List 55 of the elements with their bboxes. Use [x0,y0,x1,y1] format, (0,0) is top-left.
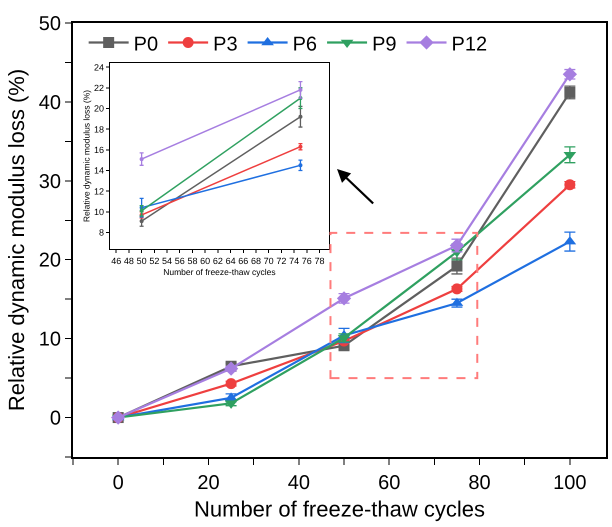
legend-label: P6 [292,33,318,56]
y-tick-label: 30 [38,170,61,193]
x-axis-title: Number of freeze-thaw cycles [194,496,485,522]
x-tick-label: 100 [553,472,587,494]
x-tick-label: 60 [200,256,210,266]
x-tick-label: 78 [314,256,325,266]
y-tick-label: 24 [94,62,104,72]
y-axis-title: Relative dynamic modulus loss (%) [82,90,92,222]
x-tick-label: 72 [276,256,286,266]
y-axis-title: Relative dynamic modulus loss (%) [4,68,30,412]
x-tick-label: 54 [162,256,172,266]
x-tick-label: 52 [149,256,160,266]
legend-label: P3 [213,33,238,56]
x-tick-label: 58 [187,256,198,266]
x-tick-label: 64 [226,256,236,266]
x-tick-label: 50 [136,256,147,266]
x-tick-label: 60 [378,472,400,494]
x-tick-label: 70 [264,256,274,266]
legend-label: P12 [452,33,488,56]
point [298,114,302,119]
x-tick-label: 40 [288,472,310,494]
x-tick-label: 46 [111,256,122,266]
y-tick-label: 40 [38,92,61,114]
legend-label: P9 [372,33,397,56]
y-tick-label: 18 [94,124,104,134]
y-tick-label: 22 [94,82,104,93]
y-tick-label: 20 [94,104,104,114]
y-tick-label: 0 [50,408,61,430]
x-tick-label: 48 [124,256,134,266]
point [224,361,238,376]
y-tick-label: 8 [99,228,104,238]
x-tick-label: 80 [468,472,491,494]
x-tick-label: 74 [289,256,300,266]
point [451,283,462,294]
point [140,219,144,224]
x-tick-label: 0 [112,472,124,494]
x-tick-label: 56 [174,256,185,266]
y-tick-label: 10 [94,206,104,217]
x-tick-label: 20 [197,472,220,494]
point [226,378,237,390]
x-axis-title: Number of freeze-thaw cycles [163,267,276,278]
point [140,208,144,213]
y-tick-label: 16 [94,144,104,155]
y-tick-label: 14 [94,166,104,176]
x-tick-label: 66 [238,256,248,266]
point [140,157,144,162]
y-tick-label: 12 [94,186,104,196]
point [298,88,302,92]
x-tick-label: 68 [250,256,261,266]
point [298,163,302,168]
legend-label: P0 [134,33,158,56]
x-tick-label: 76 [302,256,312,266]
y-tick-label: 50 [38,13,61,35]
y-tick-label: 10 [38,328,61,351]
x-tick-label: 62 [212,256,223,266]
